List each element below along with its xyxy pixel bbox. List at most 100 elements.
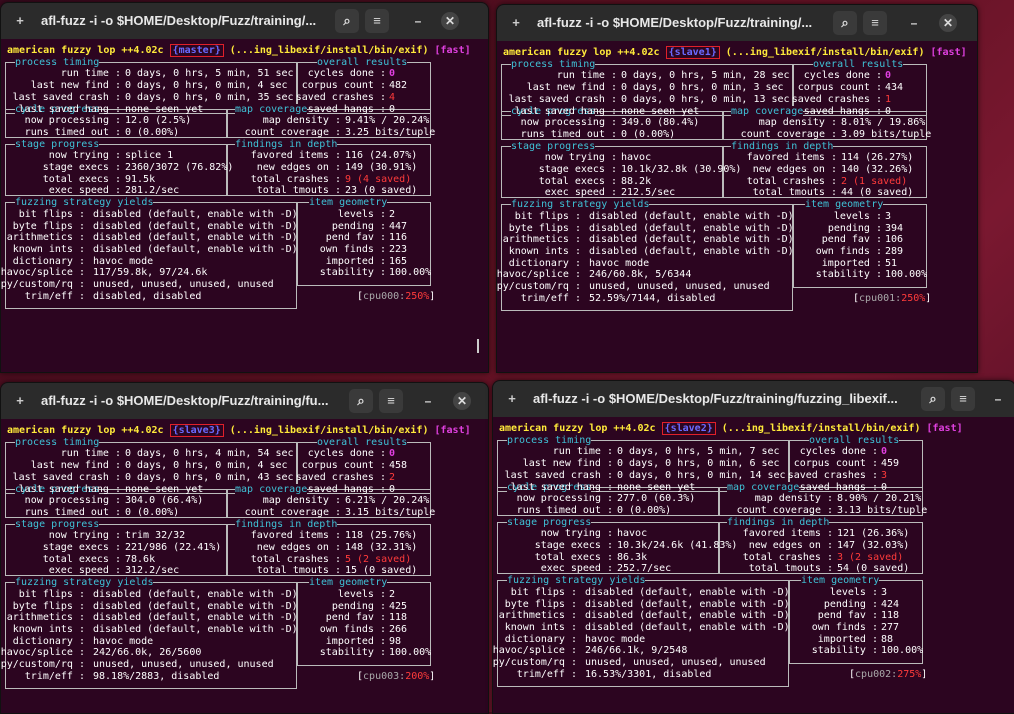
box-process-timing xyxy=(5,61,297,115)
label-total-execs: total execs : xyxy=(42,553,121,565)
label-total-execs: total execs : xyxy=(538,175,617,187)
label-havoc-splice: havoc/splice : xyxy=(0,267,85,279)
menu-icon[interactable]: ≡ xyxy=(365,9,389,33)
value-last-saved-hang: none seen yet xyxy=(125,103,204,115)
window-title: afl-fuzz -i -o $HOME/Desktop/Fuzz/traini… xyxy=(41,13,317,28)
label-now-processing: now processing : xyxy=(516,493,613,505)
label-pending: pending : xyxy=(823,598,878,610)
section-findings-in-depth: findings in depth xyxy=(731,140,834,153)
value-arithmetics: disabled (default, enable with -D) xyxy=(93,612,298,624)
cpu-label: cpu001: xyxy=(859,292,902,304)
value-exec-speed: 281.2/sec xyxy=(125,185,180,197)
label-havoc-splice: havoc/splice : xyxy=(0,647,85,659)
label-py-custom-rq: py/custom/rq : xyxy=(496,281,581,292)
value-cycles-done: 0 xyxy=(389,68,396,80)
value-stage-execs: 10.3k/24.6k (41.83%) xyxy=(617,540,738,551)
label-last-saved-crash: last saved crash : xyxy=(12,91,121,103)
value-trim-eff: 52.59%/7144, disabled xyxy=(589,292,716,304)
value-stability: 100.00% xyxy=(389,267,432,279)
value-map-density: 9.41% / 20.24% xyxy=(345,115,430,127)
label-levels: levels : xyxy=(337,208,386,220)
value-new-edges-on: 149 (30.91%) xyxy=(345,162,418,173)
new-tab-icon[interactable]: + xyxy=(512,15,520,30)
label-run-time: run time : xyxy=(552,446,613,458)
value-favored-items: 116 (24.07%) xyxy=(345,150,418,162)
search-icon[interactable]: ⌕ xyxy=(349,389,373,413)
label-favored-items: favored items : xyxy=(746,152,837,164)
terminal-window-slave2[interactable]: + afl-fuzz -i -o $HOME/Desktop/Fuzz/trai… xyxy=(492,380,1014,714)
search-icon[interactable]: ⌕ xyxy=(335,9,359,33)
label-cycles-done: cycles done : xyxy=(803,70,882,82)
banner-title: american fuzzy lop ++4.02c xyxy=(499,423,656,434)
close-icon[interactable]: ✕ xyxy=(939,14,957,32)
afl-status-screen: american fuzzy lop ++4.02c {slave3} (...… xyxy=(1,419,488,713)
label-new-edges-on: new edges on : xyxy=(256,162,341,173)
minimize-icon[interactable]: – xyxy=(414,14,422,28)
value-map-density: 8.90% / 20.21% xyxy=(837,493,922,505)
instance-tag: {slave1} xyxy=(665,46,720,59)
value-dictionary: havoc mode xyxy=(585,633,646,645)
value-levels: 2 xyxy=(389,588,396,600)
label-trim-eff: trim/eff : xyxy=(24,290,85,302)
box-cycle-progress xyxy=(501,110,723,140)
label-now-trying: now trying : xyxy=(48,150,121,162)
new-tab-icon[interactable]: + xyxy=(508,391,516,406)
value-total-crashes: 9 (4 saved) xyxy=(345,173,412,185)
label-pending: pending : xyxy=(331,220,386,232)
value-count-coverage: 3.15 bits/tuple xyxy=(345,506,436,518)
label-arithmetics: arithmetics : xyxy=(6,232,85,244)
label-py-custom-rq: py/custom/rq : xyxy=(0,279,85,290)
value-havoc-splice: 242/66.0k, 26/5600 xyxy=(93,647,202,659)
terminal-window-slave1[interactable]: + afl-fuzz -i -o $HOME/Desktop/Fuzz/trai… xyxy=(496,4,978,373)
label-dictionary: dictionary : xyxy=(508,257,581,269)
label-bit-flips: bit flips : xyxy=(18,588,85,600)
new-tab-icon[interactable]: + xyxy=(16,13,24,28)
box-cycle-progress xyxy=(5,108,227,138)
value-byte-flips: disabled (default, enable with -D) xyxy=(585,598,790,610)
label-now-processing: now processing : xyxy=(24,115,121,127)
close-icon[interactable]: ✕ xyxy=(441,12,459,30)
label-stability: stability : xyxy=(815,269,882,281)
mode-label: [fast] xyxy=(434,45,471,56)
search-icon[interactable]: ⌕ xyxy=(833,11,857,35)
terminal-window-slave3[interactable]: + afl-fuzz -i -o $HOME/Desktop/Fuzz/trai… xyxy=(0,382,489,714)
value-now-processing: 277.0 (60.3%) xyxy=(617,493,696,505)
label-py-custom-rq: py/custom/rq : xyxy=(0,659,85,670)
menu-icon[interactable]: ≡ xyxy=(951,387,975,411)
section-process-timing: process timing xyxy=(15,56,100,69)
label-new-edges-on: new edges on : xyxy=(752,164,837,175)
menu-icon[interactable]: ≡ xyxy=(379,389,403,413)
value-trim-eff: disabled, disabled xyxy=(93,290,202,302)
label-known-ints: known ints : xyxy=(12,243,85,255)
titlebar[interactable]: + afl-fuzz -i -o $HOME/Desktop/Fuzz/trai… xyxy=(1,383,488,419)
label-last-new-find: last new find : xyxy=(526,82,617,94)
label-own-finds: own finds : xyxy=(319,623,386,635)
label-exec-speed: exec speed : xyxy=(48,565,121,577)
value-total-crashes: 2 (1 saved) xyxy=(841,175,908,187)
terminal-window-master[interactable]: + afl-fuzz -i -o $HOME/Desktop/Fuzz/trai… xyxy=(0,2,489,373)
label-total-crashes: total crashes : xyxy=(742,551,833,563)
label-pend-fav: pend fav : xyxy=(325,612,386,624)
section-map-coverage: map coverage xyxy=(235,103,308,116)
minimize-icon[interactable]: – xyxy=(910,16,918,30)
minimize-icon[interactable]: – xyxy=(424,394,432,408)
box-process-timing xyxy=(5,441,297,495)
banner-line: american fuzzy lop ++4.02c {slave2} (...… xyxy=(499,422,963,435)
minimize-icon[interactable]: – xyxy=(994,392,1002,406)
section-findings-in-depth: findings in depth xyxy=(235,518,338,531)
label-saved-crashes: saved crashes : xyxy=(791,93,882,105)
new-tab-icon[interactable]: + xyxy=(16,393,24,408)
value-exec-speed: 312.2/sec xyxy=(125,565,180,577)
menu-icon[interactable]: ≡ xyxy=(863,11,887,35)
window-title: afl-fuzz -i -o $HOME/Desktop/Fuzz/traini… xyxy=(533,391,898,406)
search-icon[interactable]: ⌕ xyxy=(921,387,945,411)
titlebar[interactable]: + afl-fuzz -i -o $HOME/Desktop/Fuzz/trai… xyxy=(497,5,977,41)
titlebar[interactable]: + afl-fuzz -i -o $HOME/Desktop/Fuzz/trai… xyxy=(1,3,488,39)
close-icon[interactable]: ✕ xyxy=(453,392,471,410)
value-pending: 425 xyxy=(389,600,408,612)
value-levels: 2 xyxy=(389,208,396,220)
value-runs-timed-out: 0 (0.00%) xyxy=(125,126,180,138)
value-total-execs: 91.5k xyxy=(125,173,156,185)
titlebar[interactable]: + afl-fuzz -i -o $HOME/Desktop/Fuzz/trai… xyxy=(493,381,1014,417)
value-total-execs: 88.2k xyxy=(621,175,652,187)
